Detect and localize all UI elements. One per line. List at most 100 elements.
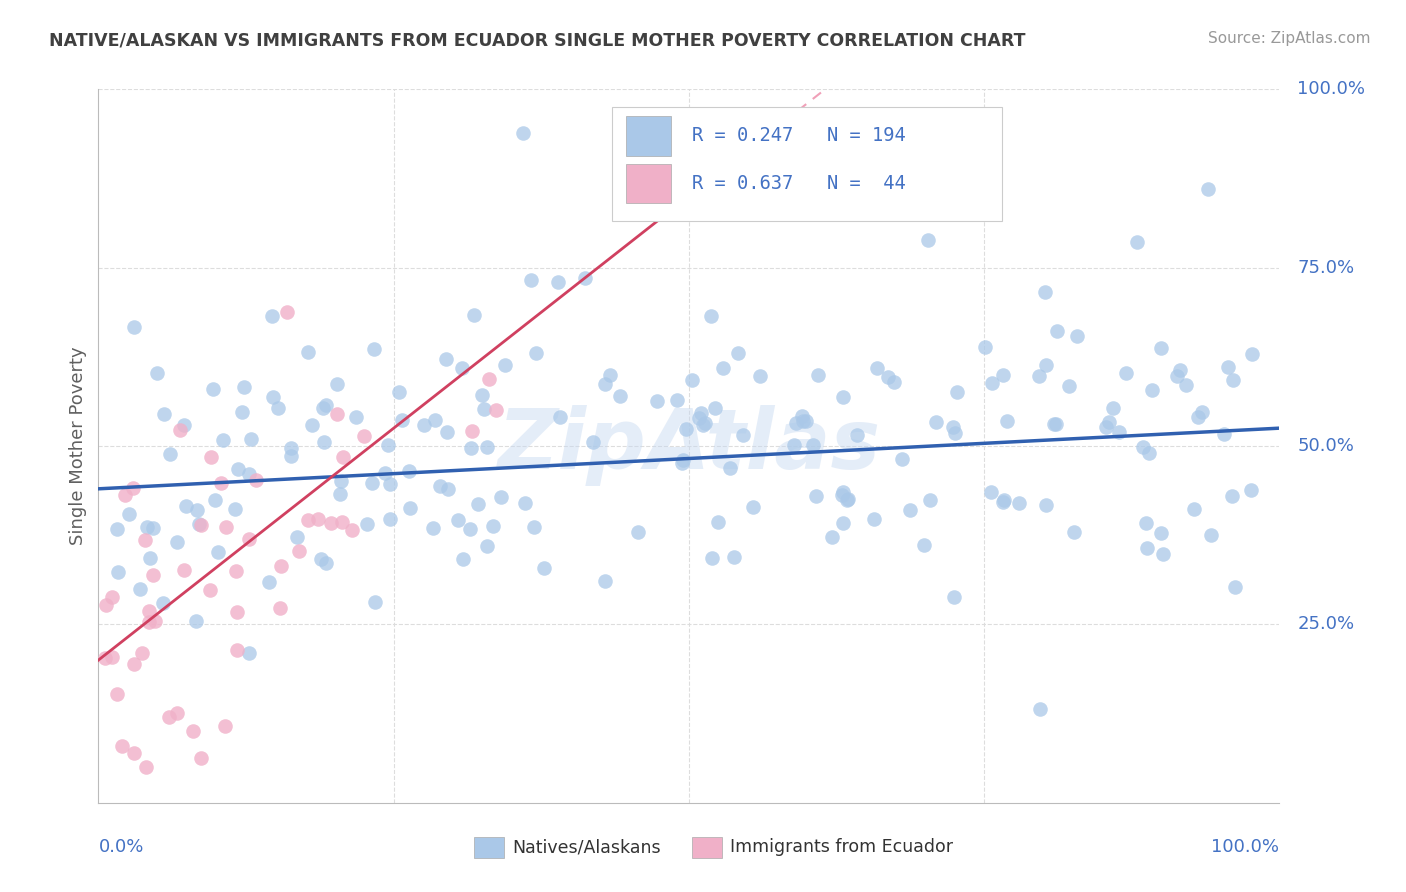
Point bbox=[1199, 527, 1222, 541]
Point bbox=[918, 492, 941, 507]
Point bbox=[377, 438, 399, 452]
Point bbox=[520, 273, 543, 287]
Point bbox=[692, 417, 714, 432]
Point bbox=[711, 360, 734, 375]
Point bbox=[472, 401, 495, 416]
Point bbox=[307, 512, 329, 526]
Point bbox=[356, 516, 378, 531]
Point bbox=[114, 488, 136, 502]
Point bbox=[1098, 415, 1121, 429]
Point bbox=[166, 535, 188, 549]
Point bbox=[157, 710, 180, 724]
Point bbox=[138, 604, 160, 618]
Point bbox=[240, 432, 263, 446]
Point bbox=[1035, 358, 1057, 372]
Point bbox=[877, 370, 900, 384]
Point bbox=[238, 533, 260, 547]
Point bbox=[1033, 285, 1056, 299]
Point bbox=[288, 544, 311, 558]
Text: 25.0%: 25.0% bbox=[1298, 615, 1354, 633]
Point bbox=[138, 615, 160, 629]
Point bbox=[260, 309, 283, 323]
Point bbox=[143, 615, 166, 629]
Point bbox=[245, 473, 267, 487]
Point bbox=[142, 567, 165, 582]
Point bbox=[925, 415, 948, 429]
Point bbox=[672, 452, 695, 467]
Point bbox=[1241, 347, 1264, 361]
Point bbox=[388, 385, 411, 400]
Point bbox=[326, 407, 349, 421]
Bar bbox=[474, 837, 503, 858]
Point bbox=[173, 564, 195, 578]
Point bbox=[297, 344, 319, 359]
Point bbox=[574, 270, 596, 285]
Point bbox=[447, 513, 470, 527]
Point bbox=[224, 502, 246, 516]
Point bbox=[494, 358, 516, 372]
Point bbox=[1008, 496, 1031, 510]
Point bbox=[1152, 547, 1174, 561]
Point bbox=[422, 521, 444, 535]
Point bbox=[122, 657, 145, 672]
Point bbox=[1045, 417, 1067, 432]
Point bbox=[1187, 410, 1209, 425]
Point bbox=[319, 516, 342, 530]
Point bbox=[378, 476, 401, 491]
Point bbox=[225, 564, 247, 578]
Point bbox=[783, 438, 806, 452]
Point bbox=[391, 413, 413, 427]
Point bbox=[593, 377, 616, 392]
Point bbox=[748, 368, 770, 383]
Point bbox=[475, 539, 498, 553]
Point bbox=[792, 414, 814, 428]
Point bbox=[792, 409, 814, 423]
Point bbox=[706, 515, 728, 529]
Point bbox=[1191, 405, 1213, 419]
Point bbox=[794, 414, 817, 428]
Point bbox=[475, 440, 498, 454]
Point bbox=[146, 367, 169, 381]
Point bbox=[866, 361, 889, 376]
Point bbox=[837, 492, 859, 507]
Point bbox=[186, 503, 208, 517]
Point bbox=[524, 346, 547, 360]
Point bbox=[262, 390, 284, 404]
Point bbox=[100, 649, 122, 664]
Point bbox=[1175, 378, 1198, 392]
Point bbox=[1184, 501, 1206, 516]
Point bbox=[1063, 524, 1085, 539]
Point bbox=[807, 368, 830, 382]
Point bbox=[190, 751, 212, 765]
Point bbox=[280, 441, 302, 455]
Point bbox=[297, 513, 319, 527]
Point bbox=[398, 464, 420, 478]
Point bbox=[467, 497, 489, 511]
Point bbox=[832, 390, 855, 404]
Point bbox=[1101, 401, 1123, 415]
Point bbox=[942, 420, 965, 434]
Point bbox=[1059, 379, 1081, 393]
Point bbox=[1028, 369, 1050, 384]
Point bbox=[835, 492, 858, 507]
Point bbox=[671, 457, 693, 471]
Point bbox=[122, 319, 145, 334]
Point bbox=[1150, 341, 1173, 355]
Point bbox=[398, 501, 420, 516]
Point bbox=[609, 389, 631, 403]
Point bbox=[451, 551, 474, 566]
Point bbox=[309, 552, 332, 566]
Point bbox=[380, 512, 402, 526]
Point bbox=[225, 642, 247, 657]
Point bbox=[460, 441, 482, 455]
Point bbox=[973, 340, 995, 354]
Point bbox=[665, 392, 688, 407]
Point bbox=[898, 503, 921, 517]
Point bbox=[1066, 328, 1088, 343]
Point bbox=[326, 377, 349, 392]
Point bbox=[363, 342, 385, 356]
Point bbox=[1166, 368, 1188, 383]
Point bbox=[891, 452, 914, 467]
Point bbox=[342, 523, 364, 537]
Point bbox=[512, 126, 534, 140]
